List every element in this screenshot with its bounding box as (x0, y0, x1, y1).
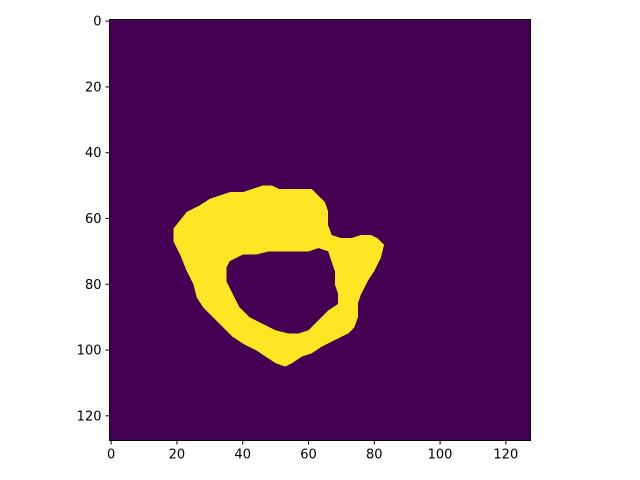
x-tick-label: 100 (428, 448, 453, 463)
axes-frame (109, 19, 531, 441)
segmentation-mask (173, 185, 385, 367)
y-tick-label: 40 (85, 146, 102, 161)
y-tick-label: 100 (77, 344, 102, 359)
x-tick-label: 20 (169, 448, 186, 463)
y-tick-label: 0 (93, 15, 101, 30)
x-tick-label: 120 (493, 448, 518, 463)
y-tick-label: 80 (85, 278, 102, 293)
y-tick-label: 120 (77, 409, 102, 424)
x-axis: 0 20 40 60 80 100 120 (107, 440, 518, 463)
y-axis: 0 20 40 60 80 100 120 (77, 15, 110, 424)
y-tick-label: 60 (85, 212, 102, 227)
mask-layer (173, 185, 385, 367)
x-tick-label: 40 (234, 448, 251, 463)
y-tick-label: 20 (85, 80, 102, 95)
x-tick-label: 60 (300, 448, 317, 463)
x-tick-label: 0 (107, 448, 115, 463)
x-tick-label: 80 (366, 448, 383, 463)
